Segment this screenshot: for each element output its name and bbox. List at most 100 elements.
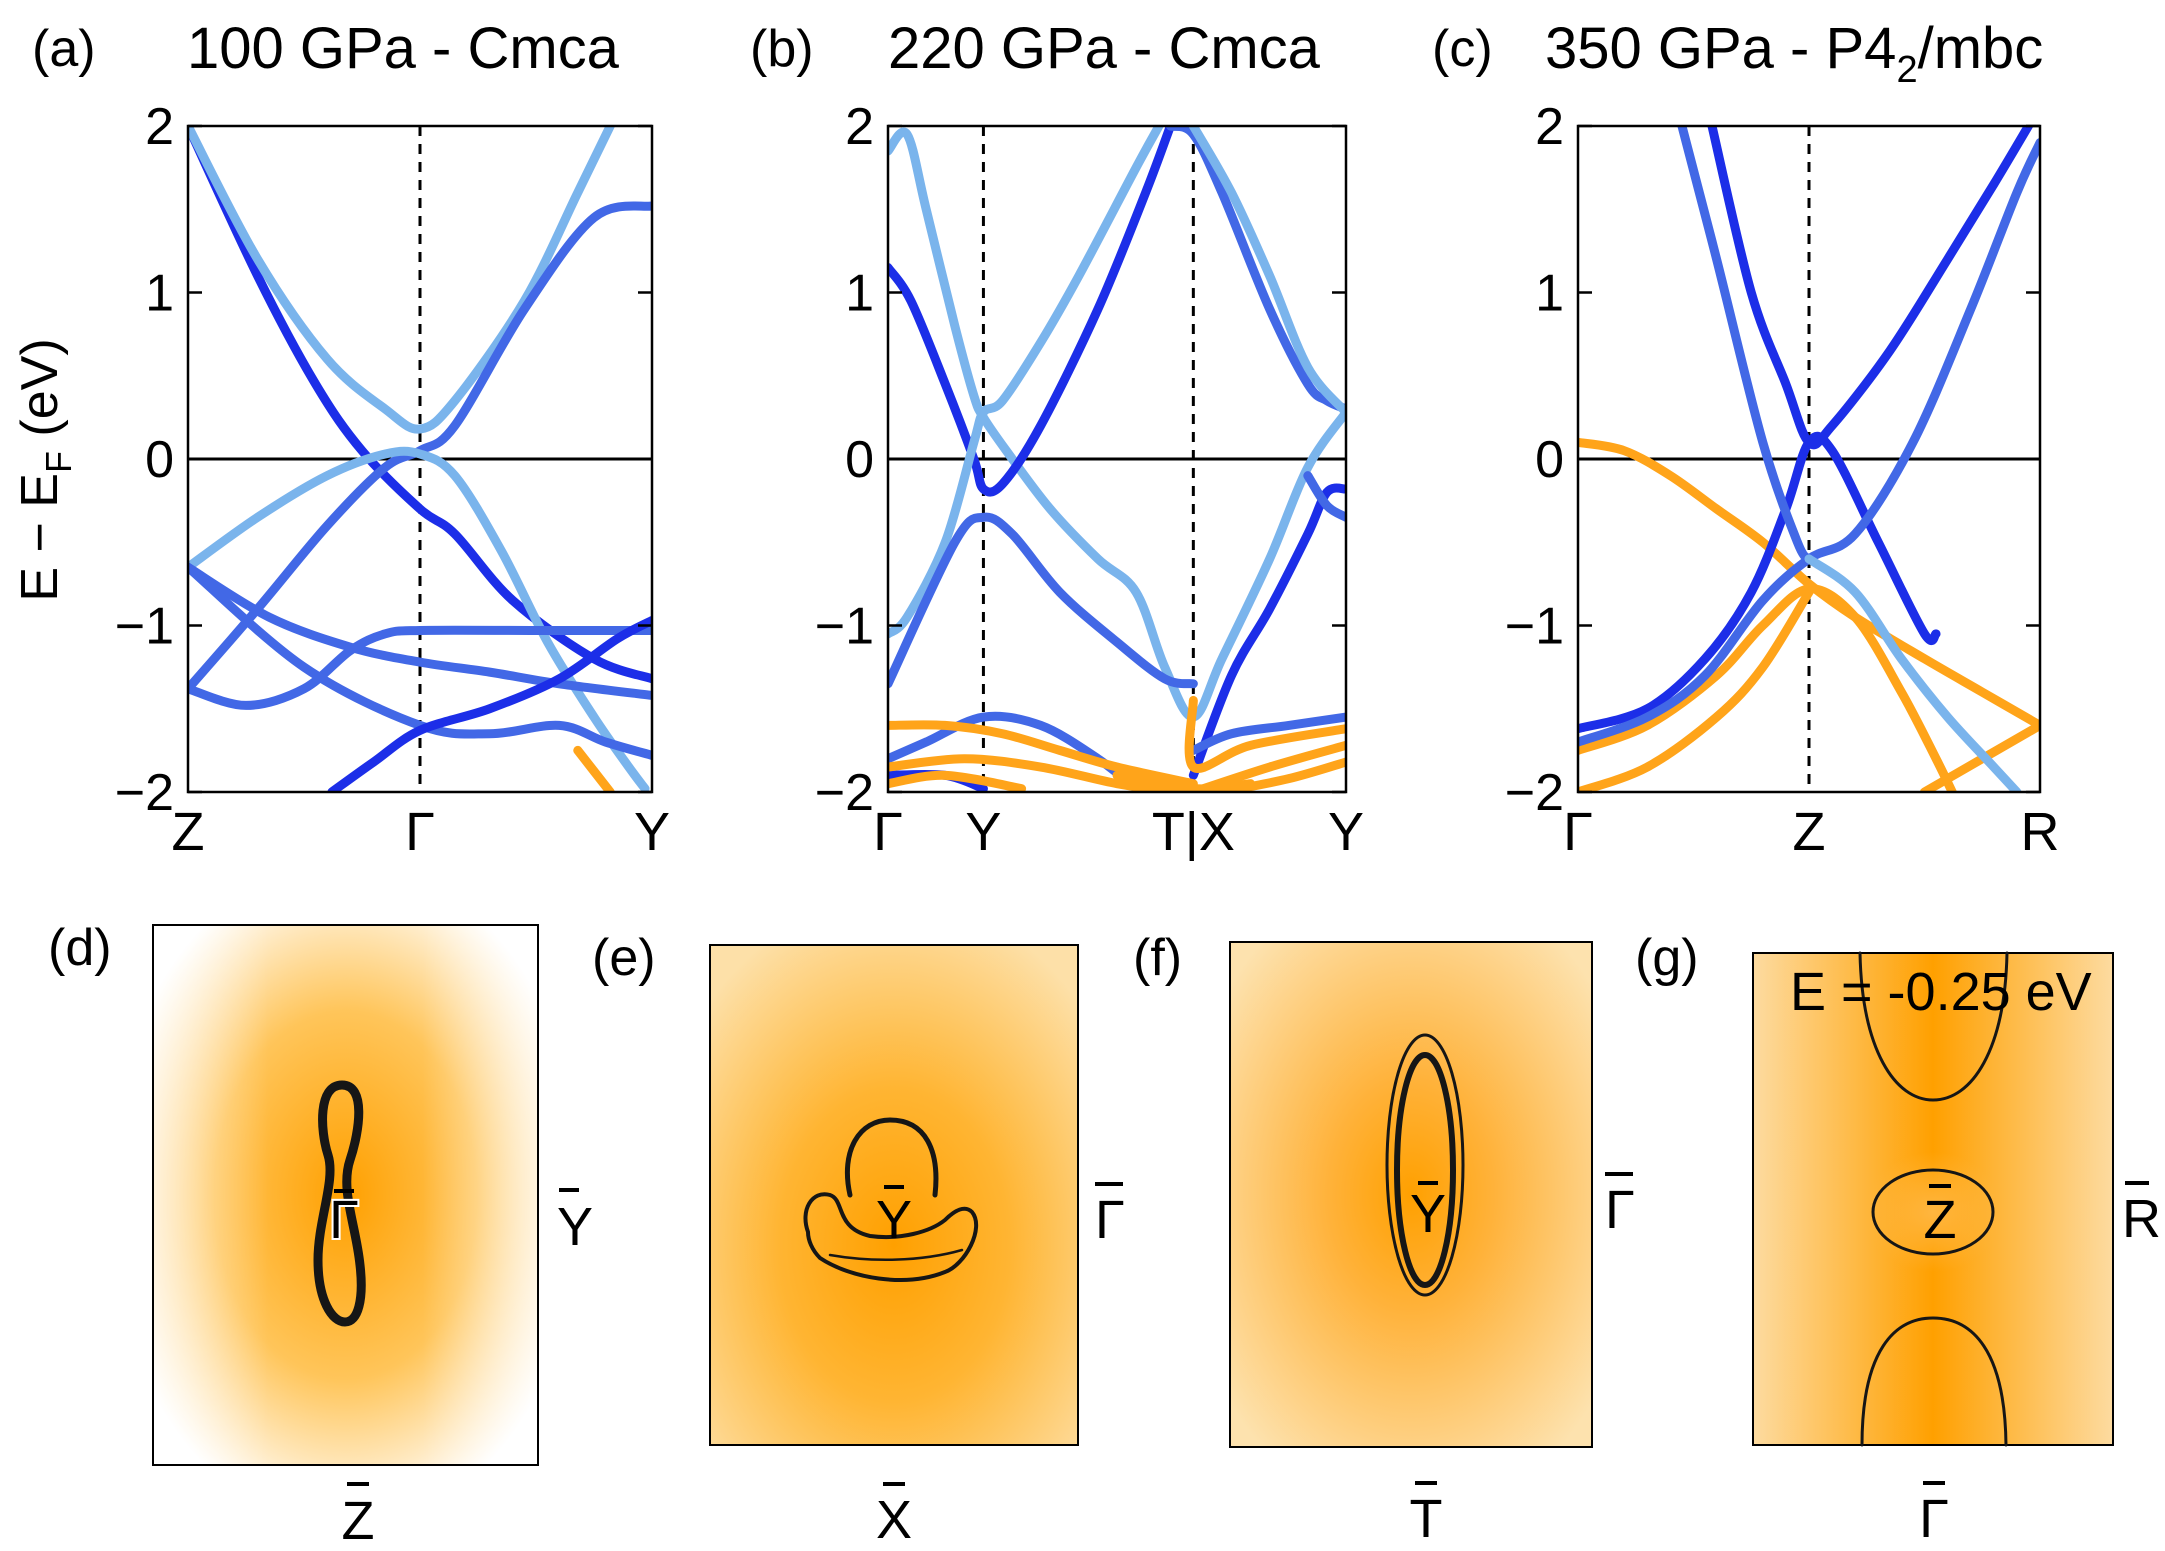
panel-label-e: (e): [592, 929, 656, 987]
y-tick-label: 0: [1535, 431, 1564, 489]
fs-g-right-label: R: [2122, 1189, 2161, 1249]
fs-f-bottom-label: T: [1410, 1489, 1443, 1549]
fs-f-right-label: Γ: [1605, 1180, 1635, 1240]
band-line: [888, 126, 1175, 497]
band-line: [188, 126, 615, 434]
k-point-label: Y: [634, 802, 670, 862]
band-line: [888, 512, 1198, 689]
band-line: [888, 127, 1346, 722]
fs-g-contour-center: [1871, 1168, 1995, 1256]
fermi-surface-g: (g) E = -0.25 eV Z R Γ: [1635, 929, 2161, 1549]
panel-label-g: (g): [1635, 929, 1699, 987]
fs-e-contour-lower: [803, 1192, 979, 1282]
panel-label-d: (d): [48, 919, 112, 977]
y-tick-label: 1: [145, 265, 174, 323]
fs-e-contour-inner: [828, 1248, 964, 1261]
fermi-surface-f: (f) Y Γ T: [1133, 929, 1635, 1549]
panel-title-a: 100 GPa - Cmca: [187, 16, 620, 81]
fs-d-right-label: Y: [557, 1197, 593, 1257]
band-line: [188, 446, 650, 792]
band-line: [1165, 126, 1346, 414]
fs-f-background: [1229, 941, 1593, 1448]
band-line: [1578, 437, 2040, 730]
panel-label-c: (c): [1432, 20, 1493, 78]
fs-g-center-glow: [1863, 1152, 2003, 1272]
band-line: [1188, 126, 1346, 417]
fs-e-center-label: Y: [876, 1190, 912, 1250]
k-point-label: Γ: [405, 802, 435, 862]
band-line: [888, 720, 1198, 789]
fs-g-contour-bottom: [1860, 1316, 2008, 1447]
panel-label-f: (f): [1133, 929, 1182, 987]
fs-f-contour-inner: [1394, 1052, 1456, 1288]
fs-f-center-label: Y: [1410, 1184, 1446, 1244]
y-axis-label: E − EF (eV): [11, 338, 79, 601]
y-tick-label: 0: [145, 431, 174, 489]
k-point-label: Y: [965, 802, 1001, 862]
y-tick-label: −1: [815, 598, 874, 656]
fs-g-annotation: E = -0.25 eV: [1790, 962, 2092, 1022]
band-line: [888, 126, 1164, 639]
k-point-label: Γ: [1563, 802, 1593, 862]
k-point-label: R: [2021, 802, 2060, 862]
y-tick-label: −2: [115, 764, 174, 822]
band-line: [1578, 431, 1941, 734]
panel-label-a: (a): [32, 20, 96, 78]
panel-title-b: 220 GPa - Cmca: [888, 16, 1321, 81]
band-line: [573, 745, 615, 792]
band-line: [1578, 584, 1957, 792]
y-tick-label: −2: [815, 764, 874, 822]
band-line: [1578, 138, 2040, 747]
fs-d-center-label: Γ: [329, 1190, 359, 1250]
k-point-label: T|X: [1152, 802, 1235, 862]
fs-d-bottom-label: Z: [342, 1491, 375, 1551]
band-line: [327, 616, 652, 792]
fs-e-right-label: Γ: [1095, 1190, 1125, 1250]
fs-e-bottom-label: X: [876, 1490, 912, 1550]
band-line: [188, 562, 652, 760]
k-point-label: Z: [1793, 802, 1826, 862]
panel-label-b: (b): [750, 20, 814, 78]
fs-f-contour-outer: [1385, 1033, 1465, 1297]
y-tick-label: 1: [845, 265, 874, 323]
band-line: [1707, 126, 2033, 450]
fs-g-bottom-label: Γ: [1919, 1489, 1949, 1549]
fs-d-frame: [152, 924, 539, 1466]
y-tick-label: 2: [1535, 98, 1564, 156]
fs-e-background: [709, 944, 1079, 1446]
band-panel-0: 2 1 0 −1 −2Z Γ Y: [115, 98, 670, 862]
band-line: [888, 770, 1027, 792]
band-line: [1188, 712, 1346, 755]
band-line: [1184, 695, 1346, 773]
fs-d-contour: [313, 1080, 366, 1327]
fs-g-contour-top: [1858, 951, 2009, 1102]
y-tick-label: 2: [845, 98, 874, 156]
band-line: [1804, 554, 2022, 792]
band-line: [188, 625, 652, 710]
band-lines: [1578, 126, 2040, 792]
fs-g-center-label: Z: [1924, 1190, 1957, 1250]
fs-e-contour-upper: [844, 1117, 939, 1198]
band-line: [1677, 126, 1814, 564]
k-point-label: Z: [172, 802, 205, 862]
fermi-surface-d: (d) Γ Y Z: [48, 919, 593, 1551]
y-tick-label: 0: [845, 431, 874, 489]
band-panel-2: 2 1 0 −1 −2Γ Z R: [1505, 98, 2060, 862]
y-tick-label: −1: [1505, 598, 1564, 656]
y-tick-label: 2: [145, 98, 174, 156]
band-lines: [188, 126, 652, 792]
band-line: [1578, 587, 1814, 792]
y-tick-label: −2: [1505, 764, 1564, 822]
k-point-label: Γ: [873, 802, 903, 862]
band-line: [1188, 483, 1346, 780]
fermi-surface-e: (e) Y Γ X: [592, 929, 1125, 1550]
band-line: [888, 754, 1179, 792]
band-lines: [888, 126, 1346, 792]
band-line: [1112, 770, 1256, 792]
k-point-label: Y: [1328, 802, 1364, 862]
y-tick-label: −1: [115, 598, 174, 656]
band-line: [1303, 471, 1346, 522]
band-panel-1: 2 1 0 −1 −2Γ Y T|X Y: [815, 98, 1364, 862]
